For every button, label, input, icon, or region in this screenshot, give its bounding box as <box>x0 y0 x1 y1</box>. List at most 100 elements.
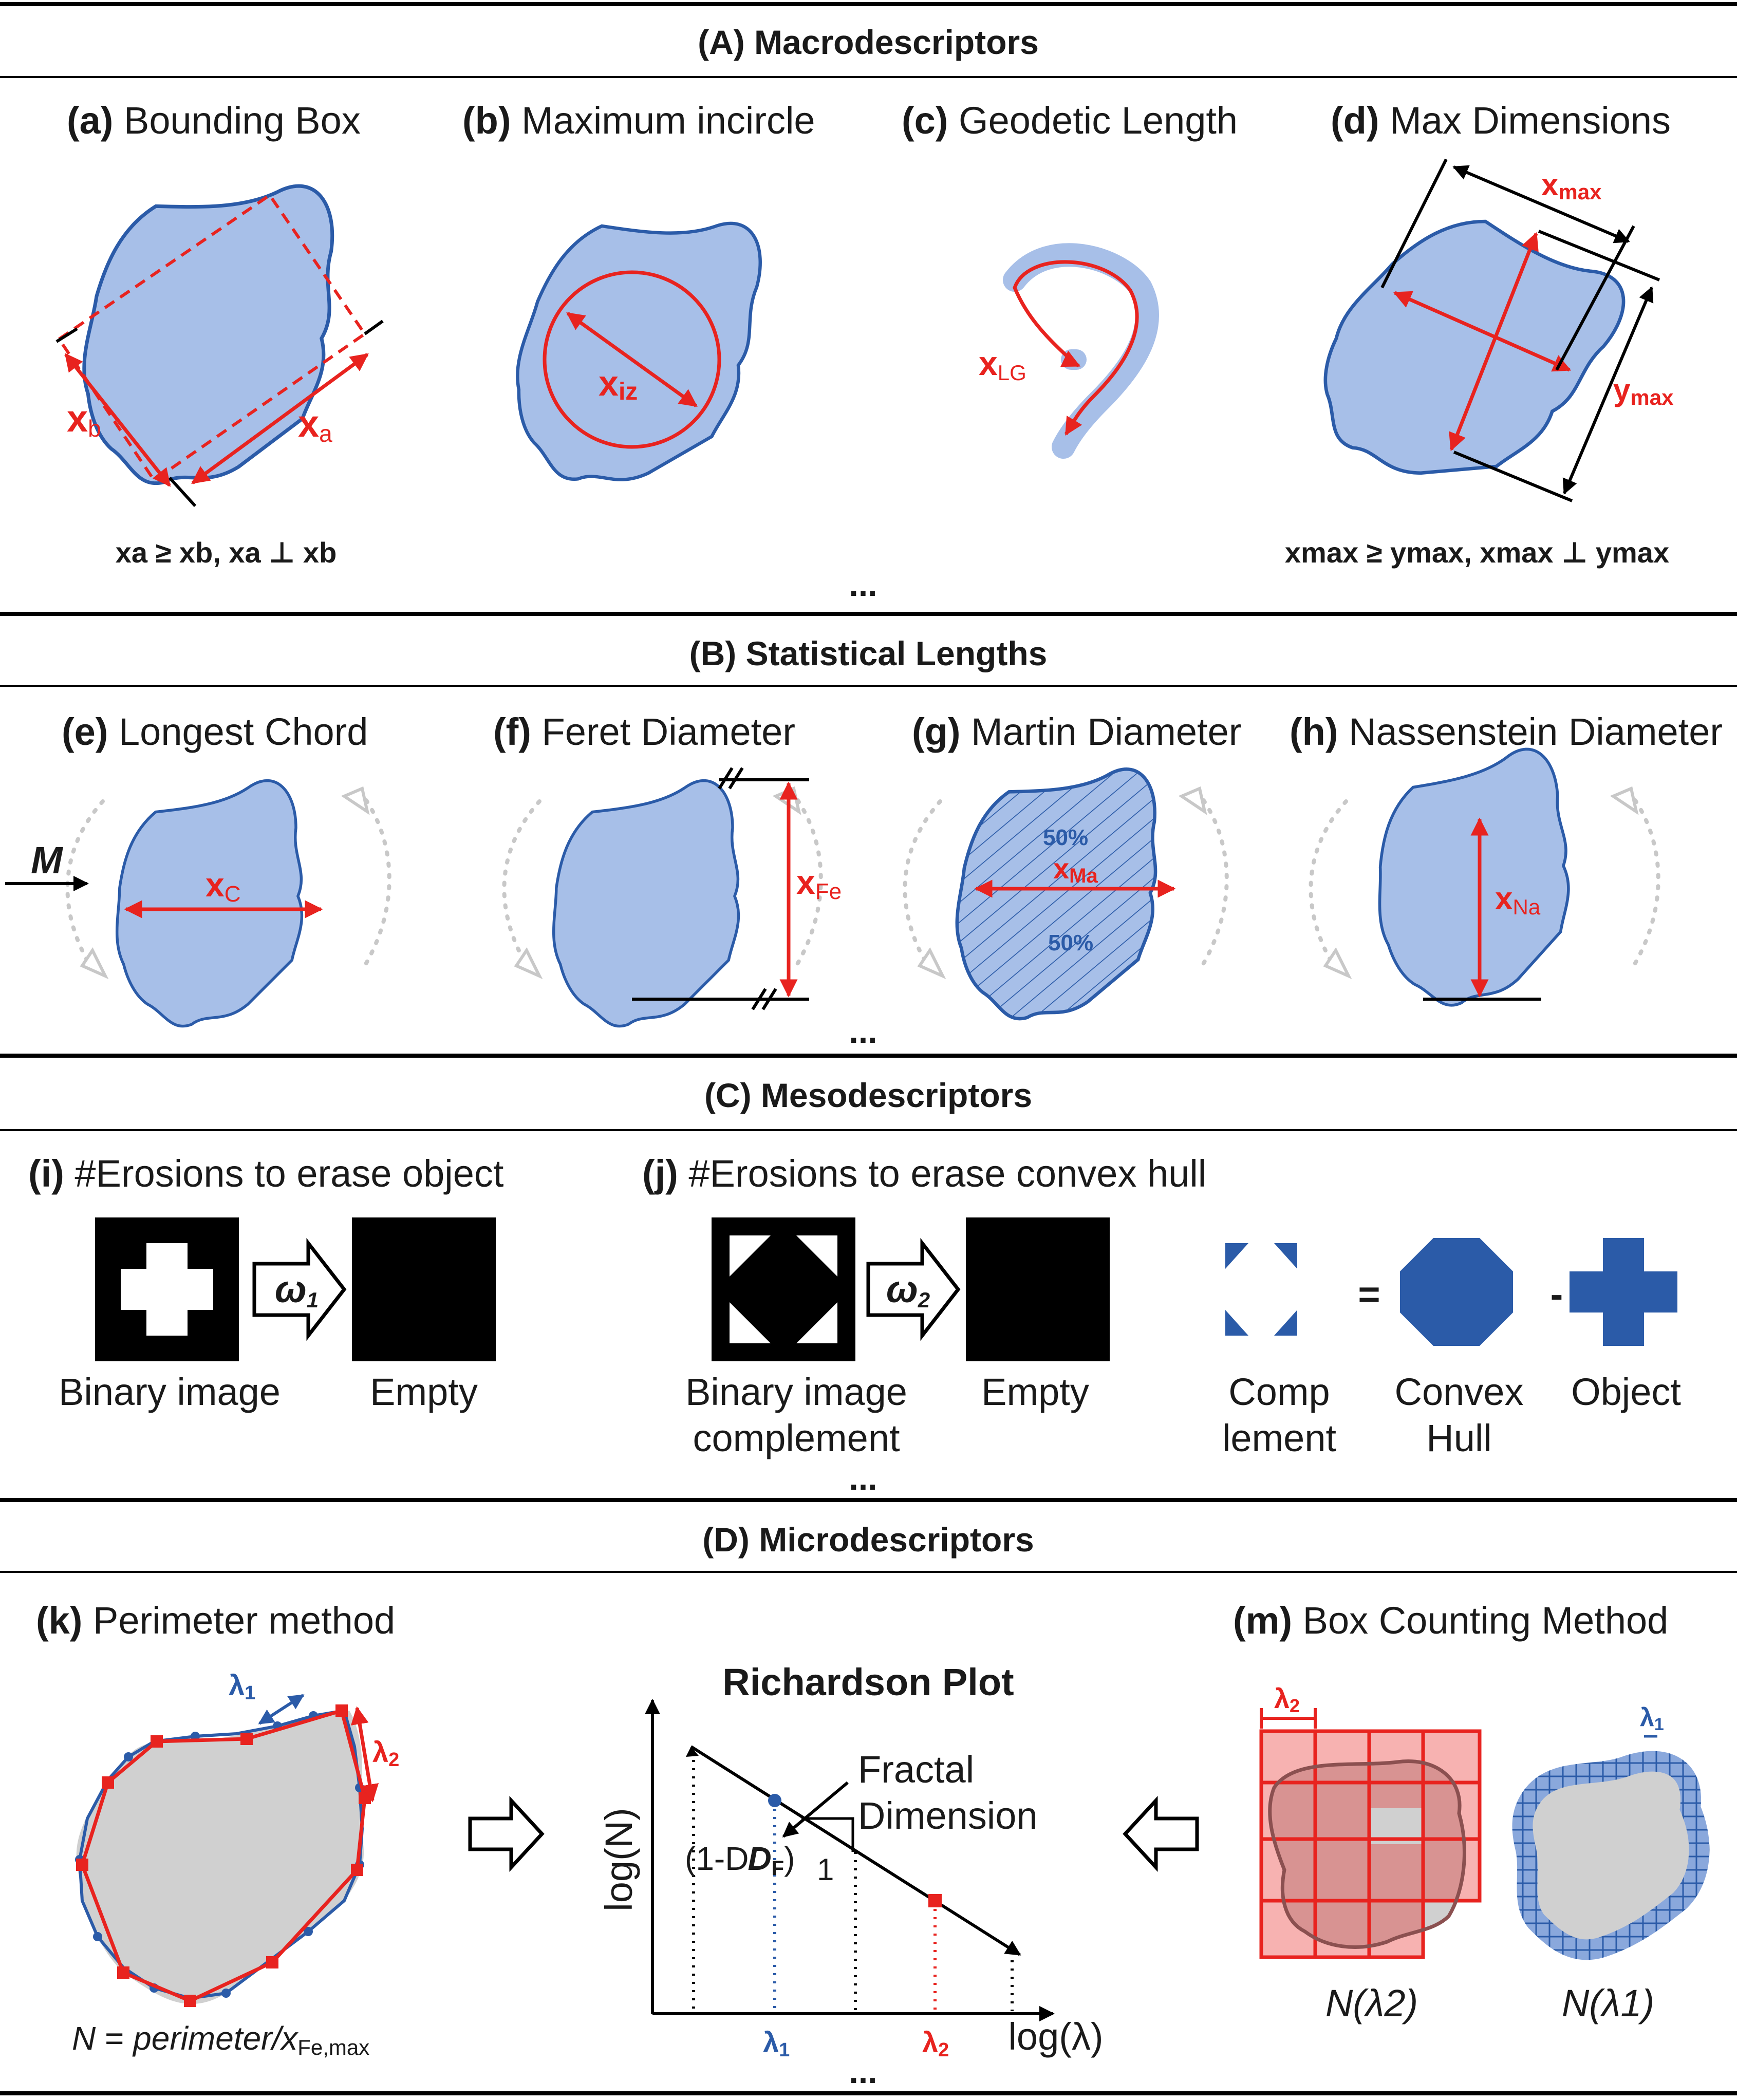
panel-k-diagram: λ1 λ2 N = perimeter/xFe,max <box>72 1669 399 2059</box>
incircle <box>543 270 721 449</box>
lambda2-label-m: λ2 <box>1274 1683 1300 1716</box>
lambda1-label-k: λ1 <box>229 1669 255 1704</box>
cap-comp-1: Comp <box>1228 1371 1330 1413</box>
fractal-label-2: Dimension <box>858 1794 1038 1837</box>
ymax-label: ymax <box>1613 373 1674 409</box>
ellipsis-c: ... <box>849 1459 877 1497</box>
point-lambda2 <box>928 1894 942 1907</box>
particle-a <box>68 160 347 504</box>
section-title-d: (D) Microdescriptors <box>702 1521 1034 1559</box>
xmax-dim <box>1452 165 1630 243</box>
particle-b <box>492 178 778 514</box>
panel-i-diagram: ω1 Binary image Empty <box>59 1217 496 1413</box>
gray-particle-m-right <box>1522 1761 1699 1950</box>
xb-label: xb <box>67 397 101 442</box>
xmax-label: xmax <box>1541 167 1602 204</box>
convex-hull-shape <box>1400 1238 1513 1346</box>
panel-j-diagram: ω2 Binary image complement Empty = - Com… <box>685 1217 1681 1459</box>
section-title-b: (B) Statistical Lengths <box>689 634 1048 672</box>
cap-object: Object <box>1571 1371 1681 1413</box>
empty-image-j <box>966 1217 1110 1361</box>
blue-box-grid <box>1512 1751 1710 1960</box>
panel-a-diagram: xb xa xa ≥ xb, xa ⊥ xb <box>55 160 384 569</box>
slope-label: (1-DDF) <box>685 1840 795 1880</box>
equals-sign: = <box>1358 1273 1380 1316</box>
fractal-label-1: Fractal <box>858 1748 974 1791</box>
run-label: 1 <box>817 1852 834 1887</box>
xc-label: xC <box>206 866 241 907</box>
xa-arrow <box>191 353 369 484</box>
slope-triangle <box>801 1817 854 1852</box>
omega1-label: ω1 <box>275 1268 319 1312</box>
panel-b-diagram: xiz <box>492 178 778 514</box>
panel-f-diagram: xFe <box>502 767 842 1026</box>
cap-n-lambda2: N(λ2) <box>1325 1982 1418 2024</box>
xma-label: xMa <box>1053 852 1098 887</box>
panel-k-formula: N = perimeter/xFe,max <box>72 2020 369 2059</box>
cap-complement-1: Binary image <box>685 1371 907 1413</box>
minus-sign: - <box>1551 1273 1563 1316</box>
particle-g <box>949 756 1165 1030</box>
cross-object <box>121 1243 213 1336</box>
panel-m-diagram: λ2 λ1 N(λ2) N(λ1) <box>1259 1683 1710 2024</box>
tick-lambda1: λ1 <box>763 2026 790 2061</box>
arrow-m-to-plot <box>1123 1796 1199 1872</box>
ymax-dim <box>1562 286 1654 495</box>
panel-j-title: (j) #Erosions to erase convex hull <box>642 1152 1206 1195</box>
xiz-arrow <box>566 312 698 407</box>
plot-title: Richardson Plot <box>722 1661 1014 1703</box>
lambda1-label-m: λ1 <box>1640 1703 1664 1734</box>
panel-d-title: (d) Max Dimensions <box>1331 99 1671 142</box>
particle-f <box>554 781 739 1026</box>
cap-hull-1: Convex <box>1395 1371 1524 1413</box>
lambda2-label-k: λ2 <box>372 1736 399 1771</box>
lambda1-arrow-k <box>258 1694 305 1725</box>
particle-h <box>1372 747 1574 1009</box>
m-label: M <box>31 839 63 882</box>
trend-line <box>690 1745 1021 1956</box>
complement-shape <box>1225 1243 1297 1336</box>
xiz-label: xiz <box>599 363 638 405</box>
omega1-arrow <box>252 1238 347 1341</box>
panel-a-formula: xa ≥ xb, xa ⊥ xb <box>116 536 337 569</box>
pct-top: 50% <box>1043 825 1088 850</box>
panel-h-title: (h) Nassenstein Diameter <box>1290 710 1723 753</box>
panel-i-title: (i) #Erosions to erase object <box>28 1152 504 1195</box>
xlg-arrow <box>1013 260 1139 436</box>
panel-h-diagram: xNa <box>1309 747 1660 1009</box>
xb-arrow <box>64 353 171 487</box>
panel-f-title: (f) Feret Diameter <box>493 710 795 753</box>
pct-bottom: 50% <box>1048 930 1093 955</box>
arrow-k-to-plot <box>468 1796 545 1872</box>
panel-c-diagram: xLG <box>979 243 1159 459</box>
red-box-grid <box>1259 1729 1482 1959</box>
bounding-box <box>57 193 367 483</box>
panel-g-diagram: xMa 50% 50% <box>903 756 1229 1030</box>
fractal-pointer <box>782 1781 849 1838</box>
cap-comp-2: lement <box>1222 1417 1337 1459</box>
object-shape <box>1570 1238 1677 1346</box>
omega2-arrow <box>866 1238 961 1341</box>
fiber <box>1003 243 1159 459</box>
panel-c-title: (c) Geodetic Length <box>902 99 1238 142</box>
panel-k-title: (k) Perimeter method <box>36 1599 395 1642</box>
panel-d-diagram: xmax ymax xmax ≥ ymax, xmax ⊥ ymax <box>1282 158 1674 569</box>
xlg-label: xLG <box>979 344 1026 385</box>
xna-label: xNa <box>1495 881 1541 919</box>
lambda2-arrow-k <box>350 1706 379 1803</box>
panel-d-formula: xmax ≥ ymax, xmax ⊥ ymax <box>1285 536 1669 569</box>
cap-binary-image: Binary image <box>59 1371 281 1413</box>
point-lambda1 <box>768 1794 781 1807</box>
xfe-label: xFe <box>796 863 842 904</box>
cap-hull-2: Hull <box>1426 1417 1491 1459</box>
section-title-a: (A) Macrodescriptors <box>698 23 1039 61</box>
ellipsis-b: ... <box>849 1012 877 1050</box>
tick-lambda2: λ2 <box>922 2026 949 2061</box>
gray-particle-k <box>76 1711 364 2004</box>
xa-label: xa <box>298 402 332 447</box>
x-axis-label: log(λ) <box>1008 2015 1103 2058</box>
panel-g-title: (g) Martin Diameter <box>912 710 1241 753</box>
cap-empty-i: Empty <box>370 1371 478 1413</box>
ellipsis-a: ... <box>849 565 877 603</box>
cap-n-lambda1: N(λ1) <box>1562 1982 1654 2024</box>
